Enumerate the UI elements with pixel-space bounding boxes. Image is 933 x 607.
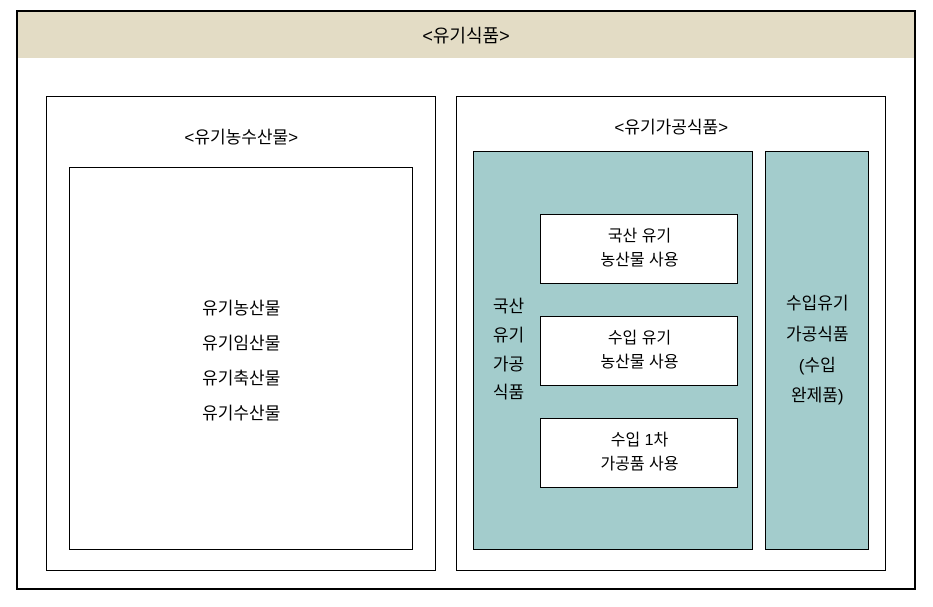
- domestic-label: 국산 유기 가공 식품: [488, 293, 528, 409]
- imported-line: 완제품): [791, 381, 844, 412]
- sub-box: 수입 1차가공품 사용: [540, 418, 738, 488]
- domestic-processed-box: 국산 유기 가공 식품 국산 유기농산물 사용 수입 유기농산물 사용 수입 1…: [473, 151, 753, 550]
- domestic-label-line: 유기: [493, 322, 524, 351]
- left-panel: <유기농수산물> 유기농산물 유기임산물 유기축산물 유기수산물: [46, 96, 436, 571]
- sub-box: 수입 유기농산물 사용: [540, 316, 738, 386]
- domestic-label-line: 국산: [493, 293, 524, 322]
- imported-line: 가공식품: [786, 320, 849, 351]
- right-panel-title: <유기가공식품>: [457, 97, 885, 148]
- sub-box: 국산 유기농산물 사용: [540, 214, 738, 284]
- header-title: <유기식품>: [422, 22, 509, 48]
- left-item: 유기임산물: [202, 329, 280, 354]
- right-panel: <유기가공식품> 국산 유기 가공 식품 국산 유기농산물 사용 수입 유기농산…: [456, 96, 886, 571]
- right-inner-area: 국산 유기 가공 식품 국산 유기농산물 사용 수입 유기농산물 사용 수입 1…: [473, 151, 869, 550]
- imported-processed-box: 수입유기 가공식품 (수입 완제품): [765, 151, 869, 550]
- left-panel-title: <유기농수산물>: [47, 97, 435, 168]
- outer-container: <유기식품> <유기농수산물> 유기농산물 유기임산물 유기축산물 유기수산물 …: [16, 10, 916, 590]
- imported-line: 수입유기: [786, 289, 849, 320]
- left-item: 유기수산물: [202, 399, 280, 424]
- left-item: 유기축산물: [202, 364, 280, 389]
- content-area: <유기농수산물> 유기농산물 유기임산물 유기축산물 유기수산물 <유기가공식품…: [18, 72, 914, 588]
- domestic-label-line: 가공: [493, 351, 524, 380]
- header-band: <유기식품>: [18, 12, 914, 58]
- left-item: 유기농산물: [202, 294, 280, 319]
- left-inner-box: 유기농산물 유기임산물 유기축산물 유기수산물: [69, 167, 413, 550]
- domestic-sub-stack: 국산 유기농산물 사용 수입 유기농산물 사용 수입 1차가공품 사용: [540, 214, 738, 488]
- imported-line: (수입: [799, 351, 836, 382]
- domestic-label-line: 식품: [493, 379, 524, 408]
